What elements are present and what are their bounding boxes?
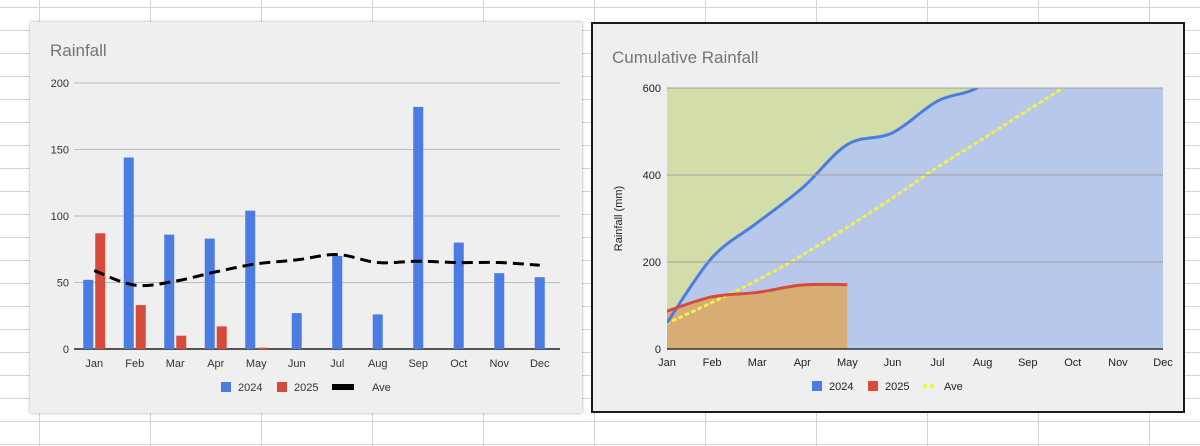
area-2025	[667, 284, 848, 349]
x-tick-label: Jun	[884, 357, 902, 369]
x-tick-label: Jun	[288, 358, 306, 370]
series-line-2025	[667, 282, 848, 313]
legend-swatch-2024	[812, 381, 822, 391]
legend-swatch-ave	[930, 384, 934, 388]
legend-label-2024: 2024	[238, 382, 262, 394]
chart-title: Rainfall	[50, 41, 107, 60]
x-tick-label: Jul	[330, 358, 344, 370]
series-line-2024	[667, 88, 980, 324]
x-tick-label: Mar	[748, 357, 767, 369]
x-tick-label: Jan	[658, 357, 676, 369]
x-tick-label: Nov	[489, 358, 509, 370]
x-tick-label: Feb	[703, 357, 722, 369]
x-tick-label: Nov	[1108, 357, 1128, 369]
cumulative-chart-card[interactable]: Cumulative Rainfall 0 200 400 600 Jan Feb Mar A…	[591, 22, 1185, 413]
bar-2024-jul	[332, 255, 343, 349]
legend-label-2024: 2024	[829, 381, 853, 393]
bar-2024-dec	[534, 277, 545, 349]
x-tick-label: Oct	[1064, 357, 1081, 369]
legend-label-ave: Ave	[372, 382, 391, 394]
bar-2024-oct	[453, 242, 464, 349]
area-2024	[667, 88, 1163, 349]
bar-2024-mar	[164, 234, 175, 349]
legend-swatch-ave	[923, 384, 927, 388]
x-tick-label: Apr	[794, 357, 811, 369]
x-tick-label: Feb	[125, 358, 144, 370]
y-tick-label: 50	[57, 278, 69, 290]
x-tick-label: Sep	[408, 358, 428, 370]
y-tick-label: 100	[51, 211, 69, 223]
y-tick-label: 150	[51, 145, 69, 157]
legend-swatch-2024	[221, 382, 231, 392]
bar-2024-may	[245, 210, 256, 349]
y-tick-label: 0	[655, 344, 661, 356]
x-tick-label: Dec	[1153, 357, 1173, 369]
bar-2024-jun	[291, 313, 302, 349]
legend-label-2025: 2025	[885, 381, 909, 393]
legend-swatch-2025	[868, 381, 878, 391]
bar-2024-nov	[494, 273, 505, 349]
x-tick-label: May	[246, 358, 267, 370]
bar-2025-jan	[95, 233, 106, 349]
cumulative-area-chart: 0 200 400 600 Jan Feb Mar Apr May Jun Jul Aug Sep Oct…	[613, 83, 1173, 393]
x-tick-label: Jan	[85, 358, 103, 370]
bar-2024-sep	[413, 106, 424, 349]
legend-label-ave: Ave	[944, 381, 963, 393]
y-tick-label: 0	[63, 344, 69, 356]
y-tick-label: 600	[643, 83, 661, 95]
x-tick-label: Sep	[1018, 357, 1038, 369]
bar-2024-apr	[204, 238, 215, 349]
series-line-ave	[93, 253, 540, 288]
legend-label-2025: 2025	[294, 382, 318, 394]
legend-swatch-2025	[277, 382, 287, 392]
series-line-ave	[667, 88, 1066, 325]
bar-2024-jan	[83, 279, 94, 349]
x-tick-label: Apr	[207, 358, 224, 370]
x-tick-label: Aug	[368, 358, 388, 370]
bar-2025-mar	[176, 335, 187, 349]
bar-2024-aug	[372, 314, 383, 349]
x-tick-label: Mar	[166, 358, 185, 370]
y-tick-label: 200	[643, 257, 661, 269]
x-tick-label: May	[837, 357, 858, 369]
x-tick-label: Aug	[973, 357, 993, 369]
y-tick-label: 200	[51, 78, 69, 90]
rainfall-chart-card[interactable]: Rainfall 0 50 100 150 200 Jan Feb Mar Apr May Jun J…	[30, 22, 582, 413]
bar-2025-apr	[216, 326, 227, 349]
x-tick-label: Dec	[530, 358, 550, 370]
plot-series-group	[667, 88, 1163, 349]
chart-title: Cumulative Rainfall	[612, 48, 759, 67]
bar-2025-feb	[135, 305, 146, 349]
bar-2025-may	[257, 347, 268, 350]
legend-swatch-ave	[332, 384, 354, 390]
bar-2024-feb	[123, 157, 134, 349]
y-tick-label: 400	[643, 170, 661, 182]
rainfall-bar-chart: 0 50 100 150 200 Jan Feb Mar Apr May Jun Jul Aug Sep O…	[51, 78, 560, 394]
x-tick-label: Jul	[931, 357, 945, 369]
x-tick-label: Oct	[450, 358, 467, 370]
y-axis-title: Rainfall (mm)	[613, 186, 625, 251]
